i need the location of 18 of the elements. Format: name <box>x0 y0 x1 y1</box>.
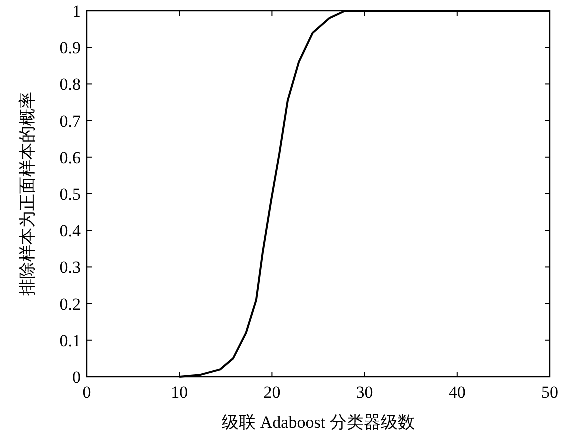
y-tick-label: 0.7 <box>60 112 82 131</box>
y-tick-label: 0.3 <box>60 258 81 278</box>
x-tick-label: 20 <box>264 383 281 402</box>
y-tick-label: 1 <box>72 2 81 21</box>
y-tick-label: 0.5 <box>60 185 81 204</box>
x-tick-label: 40 <box>448 383 466 402</box>
y-tick-label: 0.2 <box>60 294 81 314</box>
y-tick-label: 0.8 <box>60 75 81 94</box>
y-tick-label: 0 <box>72 368 81 387</box>
y-tick-label: 0.6 <box>60 148 81 168</box>
y-tick-label: 0.9 <box>60 38 81 58</box>
y-tick-label: 0.1 <box>60 331 81 350</box>
y-tick-label: 0.4 <box>60 222 82 241</box>
x-tick-label: 50 <box>542 383 558 402</box>
x-axis-title: 级联 Adaboost 分类器级数 <box>222 413 415 432</box>
y-axis-title: 排除样本为正面样本的概率 <box>18 92 37 296</box>
x-tick-label: 10 <box>171 383 188 402</box>
x-tick-label: 30 <box>356 383 374 402</box>
